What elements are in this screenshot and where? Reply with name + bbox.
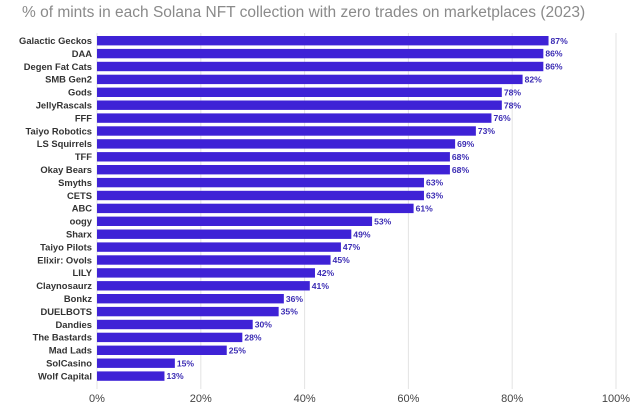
category-label: Smyths — [58, 177, 92, 188]
category-label: Degen Fat Cats — [24, 61, 92, 72]
bar — [97, 216, 373, 226]
bar — [97, 345, 227, 355]
category-label: Sharx — [66, 229, 93, 240]
bar — [97, 229, 352, 239]
data-label: 78% — [504, 87, 522, 97]
category-label: SolCasino — [46, 358, 92, 369]
data-label: 36% — [286, 294, 304, 304]
data-label: 15% — [177, 358, 195, 368]
data-label: 82% — [525, 75, 543, 85]
category-label: Mad Lads — [49, 345, 92, 356]
bar — [97, 268, 315, 278]
category-label: Bonkz — [64, 293, 92, 304]
chart-title: % of mints in each Solana NFT collection… — [22, 4, 586, 21]
bar — [97, 371, 165, 381]
x-tick-label: 60% — [397, 393, 419, 405]
bar — [97, 242, 341, 252]
data-label: 61% — [416, 204, 434, 214]
bar — [97, 203, 414, 214]
category-label: DAA — [72, 48, 93, 59]
data-label: 87% — [551, 36, 569, 46]
data-label: 47% — [343, 242, 361, 252]
x-tick-label: 100% — [602, 393, 630, 405]
bar — [97, 319, 253, 330]
category-label: Taiyo Robotics — [26, 125, 93, 136]
bar — [97, 255, 331, 265]
data-label: 68% — [452, 165, 470, 175]
category-label: ABC — [72, 203, 93, 214]
category-label: Okay Bears — [40, 164, 92, 175]
data-label: 78% — [504, 100, 522, 110]
bar — [97, 306, 279, 317]
bar — [97, 190, 424, 201]
category-label: Elixir: Ovols — [37, 254, 92, 265]
category-label: oogy — [70, 216, 93, 227]
bar — [97, 87, 502, 97]
category-label: FFF — [75, 112, 92, 123]
data-label: 73% — [478, 126, 496, 136]
data-label: 69% — [457, 139, 475, 149]
bar — [97, 294, 284, 304]
bar — [97, 48, 544, 59]
x-tick-label: 40% — [294, 393, 316, 405]
x-tick-label: 20% — [190, 393, 212, 405]
category-label: Wolf Capital — [38, 370, 92, 381]
category-label: CETS — [67, 190, 92, 201]
data-label: 68% — [452, 152, 470, 162]
data-label: 28% — [244, 333, 262, 343]
bar — [97, 332, 243, 343]
bar — [97, 358, 175, 368]
bar — [97, 61, 544, 72]
data-label: 35% — [281, 307, 299, 317]
category-label: LS Squirrels — [37, 138, 92, 149]
data-label: 53% — [374, 216, 392, 226]
bar — [97, 152, 450, 162]
data-label: 76% — [493, 113, 511, 123]
category-label: SMB Gen2 — [45, 74, 92, 85]
category-label: Dandies — [56, 319, 92, 330]
category-label: TFF — [75, 151, 92, 162]
category-label: Gods — [68, 87, 92, 98]
bar — [97, 177, 424, 188]
data-label: 63% — [426, 178, 444, 188]
data-label: 45% — [333, 255, 351, 265]
x-tick-label: 0% — [89, 393, 105, 405]
category-label: DUELBOTS — [40, 306, 92, 317]
data-label: 42% — [317, 268, 335, 278]
category-label: LILY — [73, 267, 93, 278]
x-tick-label: 80% — [501, 393, 523, 405]
data-label: 30% — [255, 320, 273, 330]
data-label: 49% — [353, 229, 371, 239]
category-label: Galactic Geckos — [19, 35, 92, 46]
category-label: The Bastards — [33, 332, 92, 343]
bar — [97, 113, 492, 123]
data-label: 86% — [545, 49, 563, 59]
bar — [97, 281, 310, 291]
data-label: 63% — [426, 191, 444, 201]
data-label: 41% — [312, 281, 330, 291]
category-label: Taiyo Pilots — [40, 241, 92, 252]
category-label: Claynosaurz — [36, 280, 92, 291]
data-label: 25% — [229, 345, 247, 355]
bar — [97, 165, 450, 175]
bar — [97, 74, 523, 85]
bar — [97, 100, 502, 110]
category-label: JellyRascals — [36, 100, 92, 111]
bar — [97, 139, 456, 149]
data-label: 86% — [545, 62, 563, 72]
bar — [97, 36, 549, 46]
bar — [97, 126, 476, 136]
data-label: 13% — [166, 371, 184, 381]
